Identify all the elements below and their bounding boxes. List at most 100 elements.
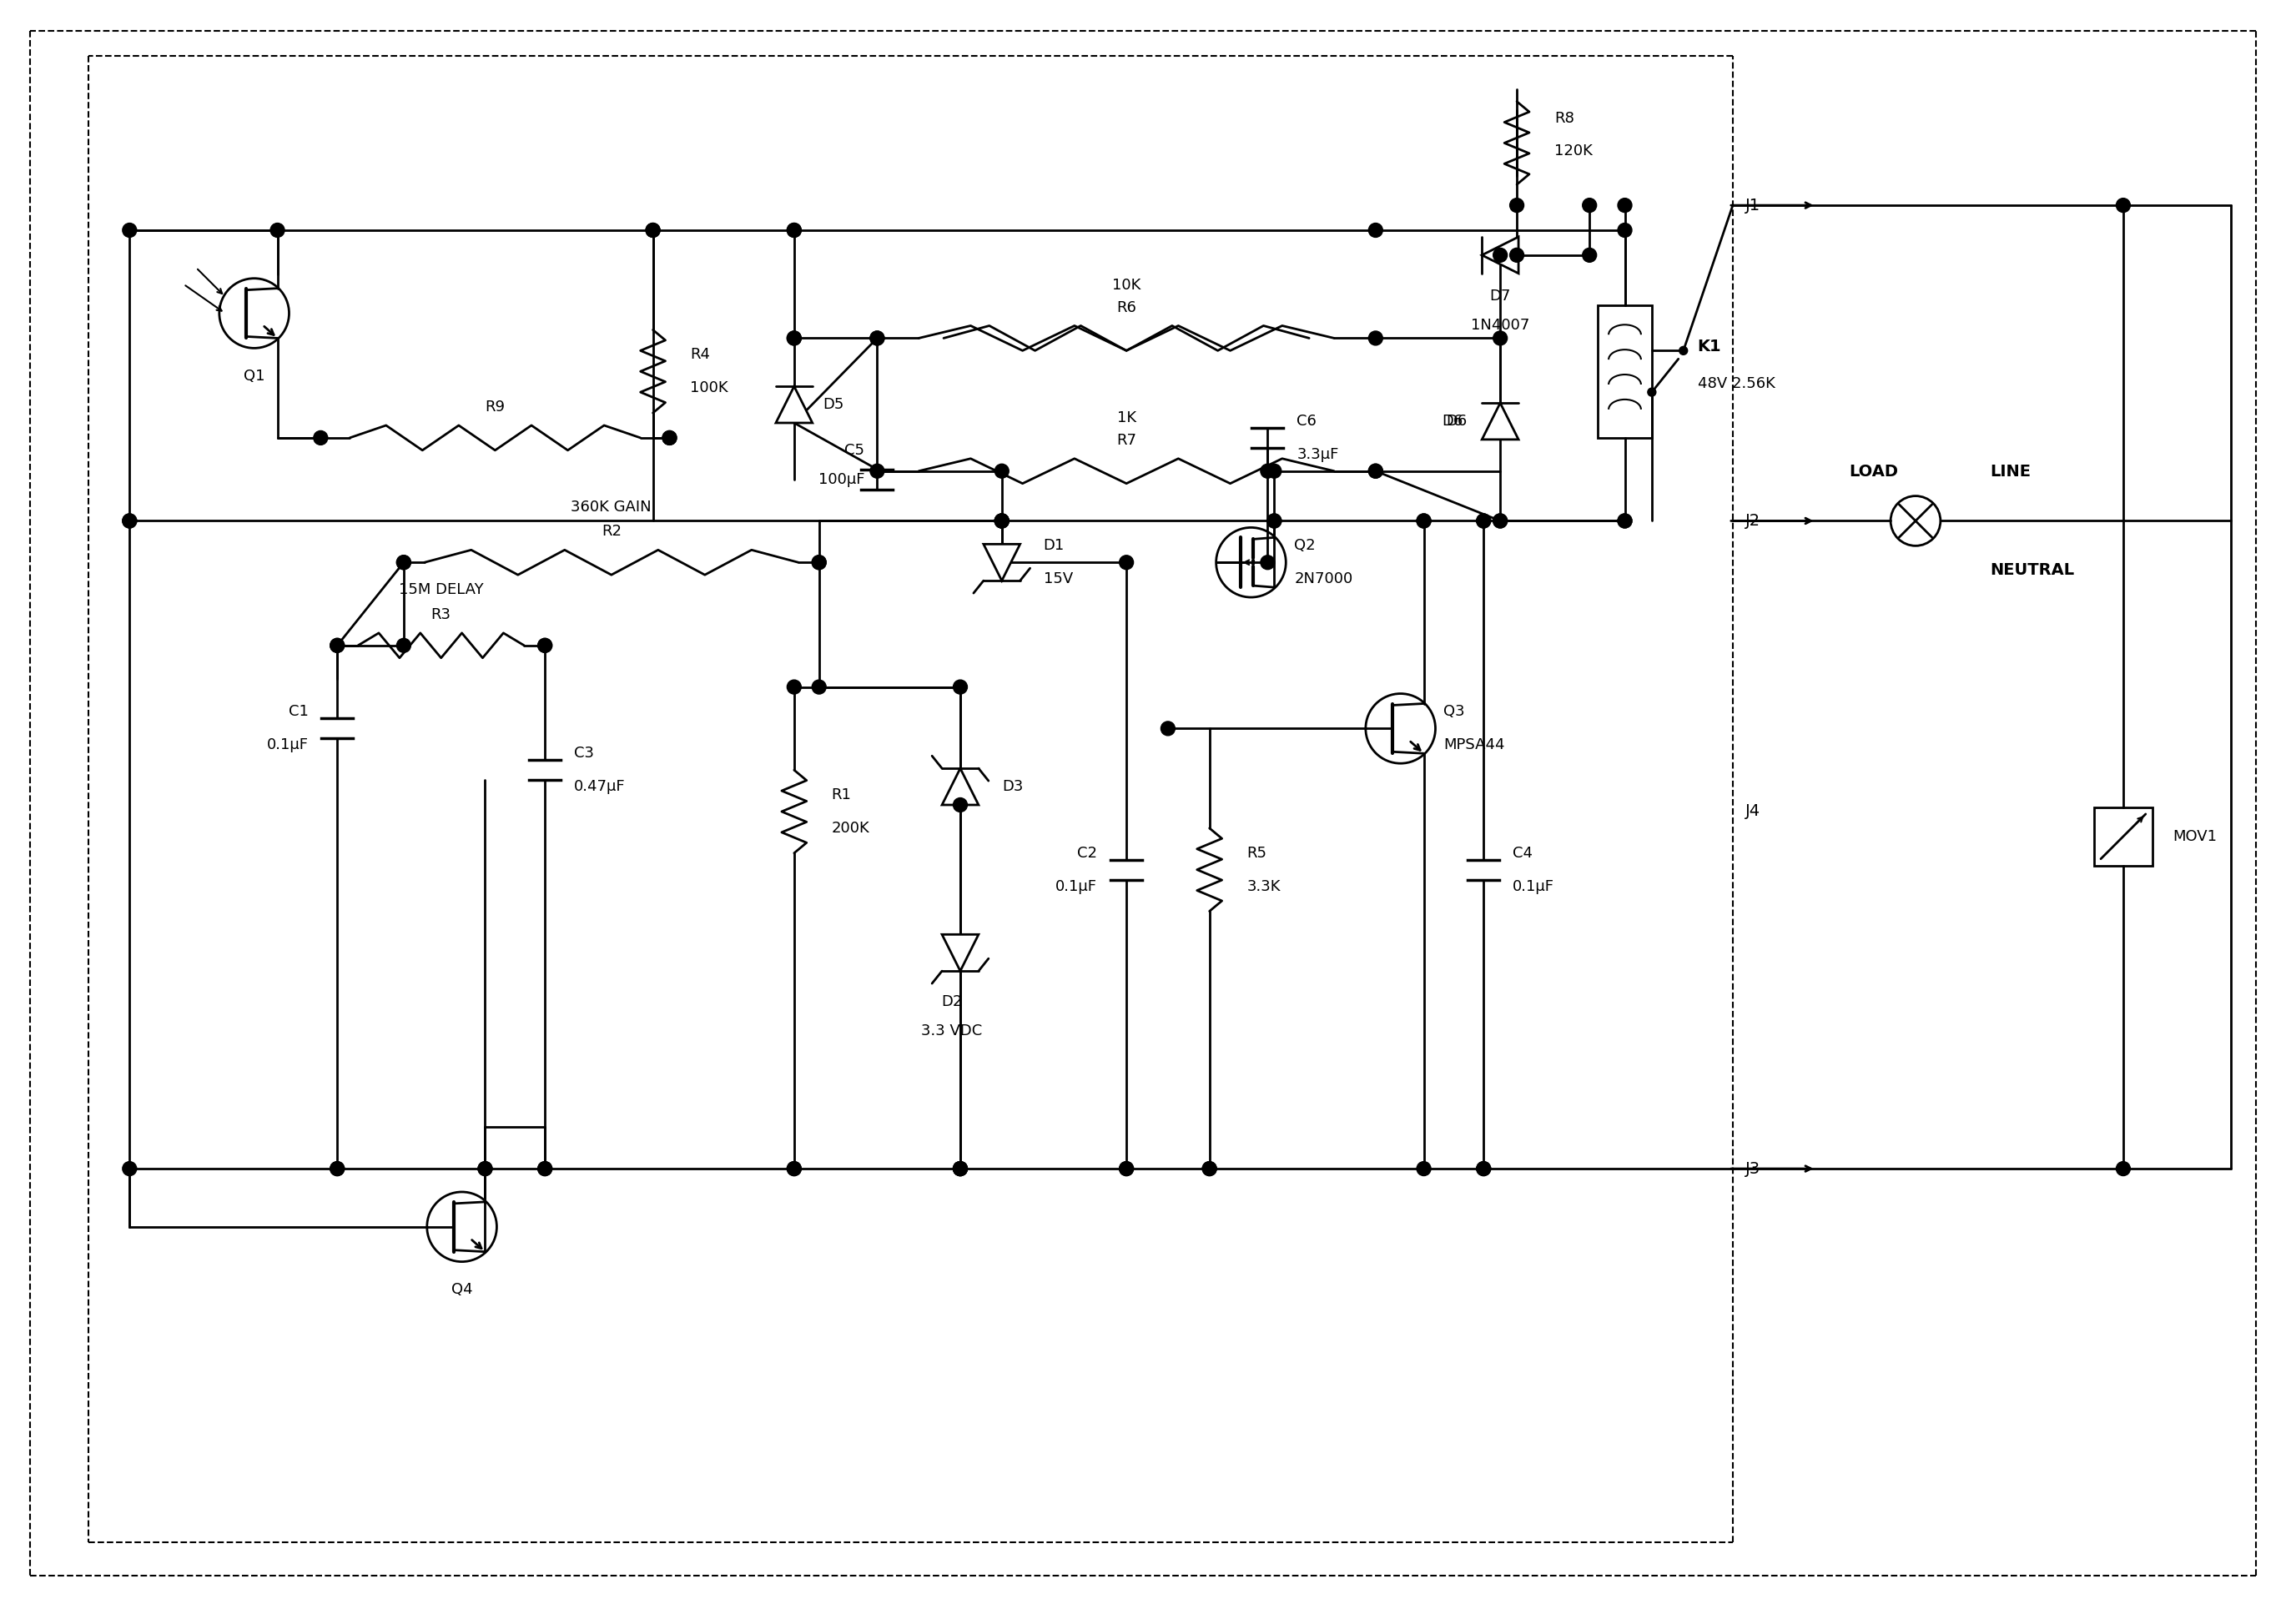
Text: C4: C4 [1513,845,1534,861]
Circle shape [331,1161,344,1176]
Circle shape [1417,1161,1430,1176]
Text: NEUTRAL: NEUTRAL [1991,563,2076,579]
Circle shape [994,513,1008,528]
Circle shape [1492,513,1506,528]
Text: MPSA44: MPSA44 [1444,738,1506,752]
Circle shape [994,464,1008,478]
Text: R2: R2 [602,525,622,539]
Circle shape [813,680,827,695]
Text: 360K GAIN: 360K GAIN [572,499,652,515]
Circle shape [537,1161,551,1176]
Circle shape [1649,388,1655,396]
Circle shape [537,638,551,653]
Circle shape [397,555,411,569]
Circle shape [2117,1161,2131,1176]
Circle shape [1492,330,1506,345]
Circle shape [1417,513,1430,528]
Circle shape [1619,513,1632,528]
Polygon shape [983,544,1019,581]
Text: R8: R8 [1554,111,1575,125]
Circle shape [1678,346,1688,354]
Text: J2: J2 [1745,513,1761,529]
Circle shape [1582,199,1596,212]
Circle shape [1267,464,1281,478]
Text: Q4: Q4 [450,1283,473,1298]
Text: Q2: Q2 [1295,539,1316,553]
Circle shape [953,1161,967,1176]
Circle shape [397,638,411,653]
Text: 100μF: 100μF [817,472,866,488]
Circle shape [1619,199,1632,212]
Circle shape [788,1161,801,1176]
Circle shape [1120,1161,1134,1176]
Circle shape [537,638,551,653]
Circle shape [478,1161,491,1176]
Circle shape [1619,513,1632,528]
Circle shape [1476,1161,1490,1176]
Text: 1K: 1K [1116,411,1137,425]
Text: 3.3μF: 3.3μF [1297,448,1339,462]
Text: 3.3K: 3.3K [1247,879,1281,893]
Text: C5: C5 [845,443,866,457]
Text: R6: R6 [1116,300,1137,314]
Circle shape [788,223,801,237]
Text: R7: R7 [1116,433,1137,448]
Circle shape [1368,330,1382,345]
Circle shape [331,638,344,653]
Circle shape [813,555,827,569]
Text: D2: D2 [941,994,962,1009]
Text: D6: D6 [1446,414,1467,428]
Circle shape [788,1161,801,1176]
Text: J3: J3 [1745,1161,1761,1177]
Circle shape [1492,249,1506,261]
Text: 100K: 100K [691,380,728,396]
Circle shape [994,513,1008,528]
Circle shape [953,1161,967,1176]
Text: MOV1: MOV1 [2172,829,2218,844]
Text: 120K: 120K [1554,144,1593,159]
Circle shape [122,1161,138,1176]
Text: C3: C3 [574,746,595,760]
Text: D6: D6 [1442,414,1463,428]
Circle shape [1476,513,1490,528]
Circle shape [645,223,659,237]
Circle shape [1120,555,1134,569]
Circle shape [1582,249,1596,261]
Circle shape [664,431,677,444]
Circle shape [1368,464,1382,478]
Text: Q1: Q1 [243,369,264,383]
Text: 0.1μF: 0.1μF [1513,879,1554,893]
Circle shape [1203,1161,1217,1176]
Circle shape [870,330,884,345]
Text: D7: D7 [1490,289,1511,303]
Text: R3: R3 [432,608,450,622]
Text: 0.1μF: 0.1μF [1056,879,1097,893]
Text: J1: J1 [1745,197,1761,213]
Circle shape [122,223,138,237]
Circle shape [645,223,659,237]
Circle shape [870,464,884,478]
Circle shape [953,797,967,812]
Circle shape [788,330,801,345]
Polygon shape [1481,237,1518,273]
Circle shape [664,431,677,444]
Text: 200K: 200K [831,821,870,836]
Text: J4: J4 [1745,804,1761,820]
Circle shape [1492,513,1506,528]
Circle shape [122,513,138,528]
Circle shape [1120,1161,1134,1176]
Text: C1: C1 [289,704,308,720]
Bar [2094,807,2151,866]
Text: R1: R1 [831,788,852,802]
Circle shape [331,638,344,653]
Circle shape [1261,464,1274,478]
Text: D5: D5 [824,398,845,412]
Text: 15V: 15V [1042,571,1072,587]
Text: 1N4007: 1N4007 [1472,318,1529,332]
Circle shape [1267,513,1281,528]
Circle shape [315,431,328,444]
Circle shape [788,223,801,237]
Text: C6: C6 [1297,414,1316,428]
Text: D3: D3 [1001,780,1024,794]
Bar [1598,305,1651,438]
